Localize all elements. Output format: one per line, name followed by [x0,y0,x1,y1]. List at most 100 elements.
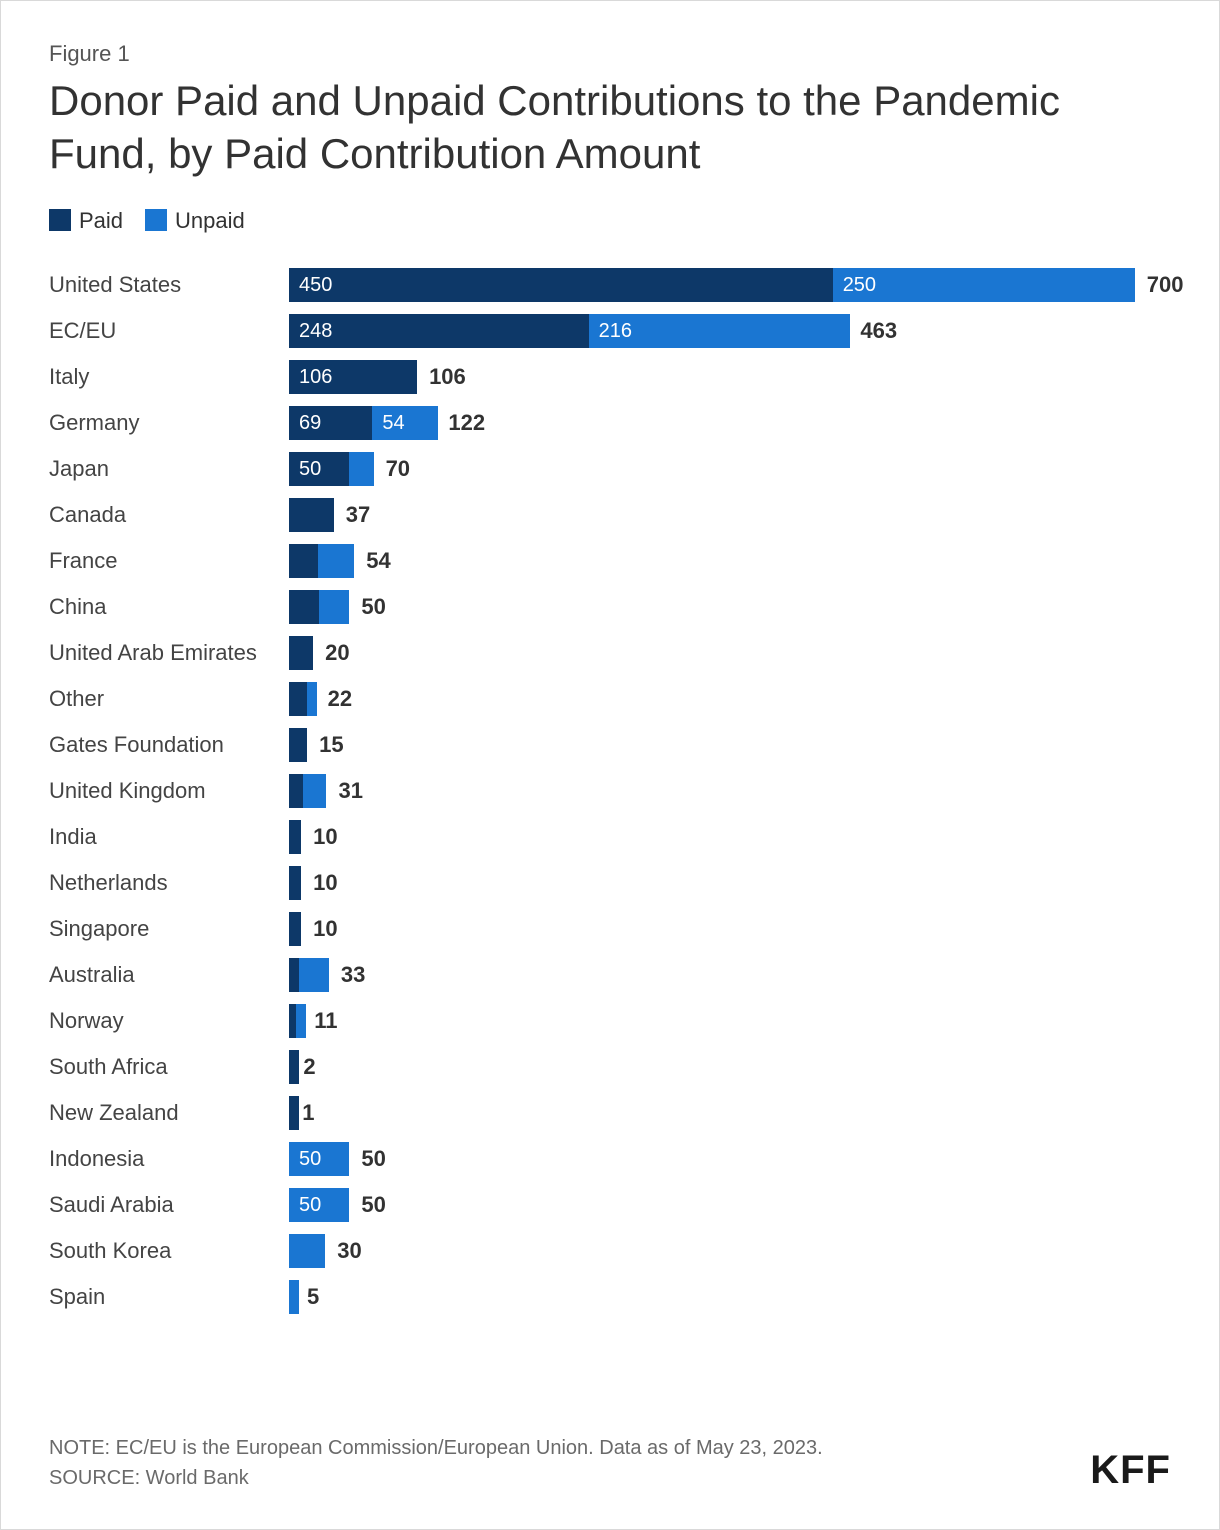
bar-track: 30 [289,1234,1171,1268]
chart-row: Indonesia5050 [49,1136,1171,1182]
category-label: United Kingdom [49,778,289,804]
bar-segment-paid [289,820,301,854]
bar-track: 10 [289,820,1171,854]
chart-row: Gates Foundation15 [49,722,1171,768]
chart-row: EC/EU248216463 [49,308,1171,354]
bar-track: 11 [289,1004,1171,1038]
bar-segment-paid: 50 [289,452,349,486]
total-value-label: 10 [301,912,337,946]
total-value-label: 50 [349,1188,385,1222]
figure-label: Figure 1 [49,41,1171,67]
bar-track: 20 [289,636,1171,670]
total-value-label: 700 [1135,268,1184,302]
bar-segment-paid [289,544,318,578]
category-label: Italy [49,364,289,390]
bar-segment-paid [289,774,303,808]
bar-track: 106106 [289,360,1171,394]
chart-row: India10 [49,814,1171,860]
bar-track: 50 [289,590,1171,624]
bar-segment-paid: 450 [289,268,833,302]
legend-item-unpaid: Unpaid [145,208,245,234]
category-label: Germany [49,410,289,436]
category-label: Canada [49,502,289,528]
bar-segment-paid [289,728,307,762]
bar-segment-paid [289,866,301,900]
unpaid-swatch-icon [145,209,167,231]
bar-track: 5050 [289,1188,1171,1222]
segment-value-paid: 450 [299,274,332,297]
chart-row: United Arab Emirates20 [49,630,1171,676]
bar-segment-paid [289,636,313,670]
bar-segment-unpaid [303,774,326,808]
bar-track: 10 [289,912,1171,946]
chart-row: Norway11 [49,998,1171,1044]
category-label: United Arab Emirates [49,640,289,666]
paid-swatch-icon [49,209,71,231]
footnote-line-2: SOURCE: World Bank [49,1463,823,1493]
chart-row: South Korea 30 [49,1228,1171,1274]
chart-row: United Kingdom31 [49,768,1171,814]
category-label: Other [49,686,289,712]
chart-row: Italy106106 [49,354,1171,400]
legend-item-paid: Paid [49,208,123,234]
category-label: Australia [49,962,289,988]
legend-unpaid-label: Unpaid [175,208,245,233]
chart-row: Germany6954122 [49,400,1171,446]
bar-segment-paid [289,912,301,946]
figure-footer: NOTE: EC/EU is the European Commission/E… [49,1433,1171,1493]
segment-value-paid: 50 [299,458,321,481]
segment-value-unpaid: 250 [843,274,876,297]
category-label: Gates Foundation [49,732,289,758]
bar-segment-unpaid: 250 [833,268,1135,302]
category-label: United States [49,272,289,298]
category-label: New Zealand [49,1100,289,1126]
bar-track: 450250700 [289,268,1171,302]
bar-track: 50 70 [289,452,1171,486]
total-value-label: 70 [374,452,410,486]
chart-row: Other22 [49,676,1171,722]
segment-value-unpaid: 54 [382,412,404,435]
chart-row: Netherlands 10 [49,860,1171,906]
bar-segment-paid [289,958,299,992]
total-value-label: 54 [354,544,390,578]
bar-track: 5 [289,1280,1171,1314]
bar-segment-unpaid [299,958,329,992]
bar-segment-paid [289,590,319,624]
chart-title: Donor Paid and Unpaid Contributions to t… [49,75,1171,180]
category-label: South Africa [49,1054,289,1080]
segment-value-paid: 106 [299,366,332,389]
bar-segment-unpaid [349,452,373,486]
bar-segment-unpaid: 50 [289,1142,349,1176]
total-value-label: 37 [334,498,370,532]
category-label: Singapore [49,916,289,942]
total-value-label: 1 [290,1096,314,1130]
figure-card: Figure 1 Donor Paid and Unpaid Contribut… [0,0,1220,1530]
bar-segment-unpaid: 216 [589,314,850,348]
total-value-label: 10 [301,820,337,854]
chart-row: New Zealand1 [49,1090,1171,1136]
category-label: Indonesia [49,1146,289,1172]
chart-row: United States450250700 [49,262,1171,308]
total-value-label: 30 [325,1234,361,1268]
category-label: Norway [49,1008,289,1034]
bar-track: 54 [289,544,1171,578]
segment-value-unpaid: 216 [599,320,632,343]
bar-segment-unpaid [318,544,354,578]
chart-row: Spain5 [49,1274,1171,1320]
bar-segment-unpaid [319,590,349,624]
chart-row: Singapore 10 [49,906,1171,952]
bar-segment-unpaid [289,1234,325,1268]
bar-track: 37 [289,498,1171,532]
kff-logo: KFF [1090,1448,1171,1493]
bar-segment-paid: 248 [289,314,589,348]
total-value-label: 10 [301,866,337,900]
category-label: South Korea [49,1238,289,1264]
category-label: Netherlands [49,870,289,896]
bar-track: 22 [289,682,1171,716]
total-value-label: 122 [436,406,485,440]
bar-track: 6954122 [289,406,1171,440]
legend: Paid Unpaid [49,208,1171,234]
chart-row: Canada 37 [49,492,1171,538]
bar-track: 5050 [289,1142,1171,1176]
bar-track: 10 [289,866,1171,900]
